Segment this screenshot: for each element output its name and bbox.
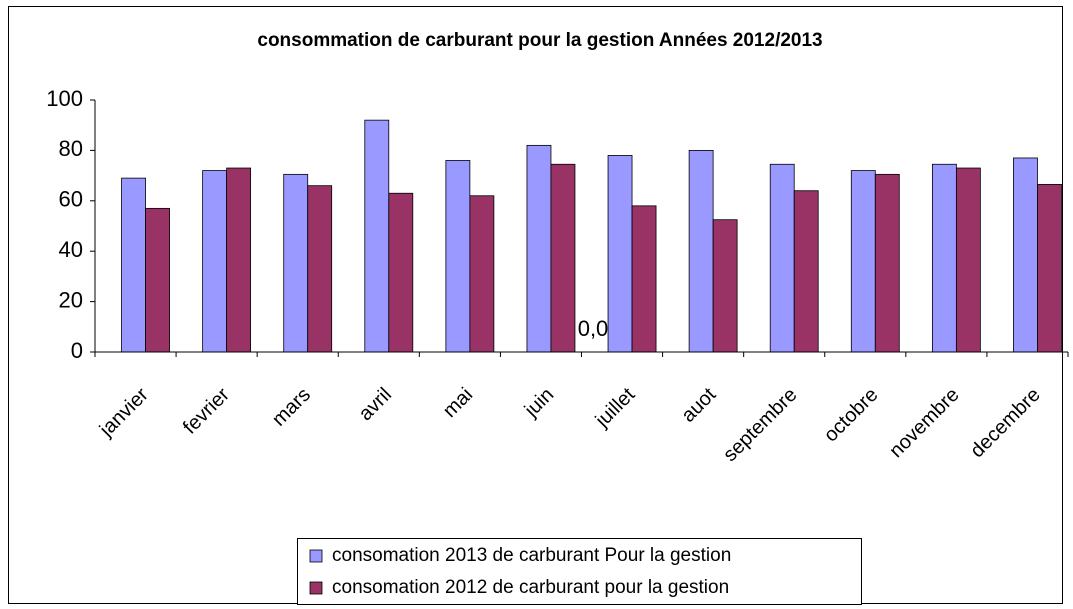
y-tick-label: 100 (46, 86, 83, 111)
bar (550, 163, 576, 353)
bar (145, 207, 170, 353)
legend-box (297, 538, 862, 605)
bar (955, 167, 981, 353)
bar (121, 177, 146, 353)
bar (526, 144, 552, 353)
bar (850, 170, 876, 353)
bar (388, 192, 414, 353)
bar (469, 195, 495, 353)
bar (445, 160, 471, 353)
bar (1013, 157, 1038, 353)
bar (874, 173, 900, 353)
chart-title: consommation de carburant pour la gestio… (257, 30, 822, 51)
bar (769, 163, 795, 353)
bar (793, 190, 819, 353)
bar (307, 185, 333, 353)
y-tick-label: 40 (59, 237, 83, 262)
bar (202, 170, 228, 353)
annotation: 0,0 (578, 316, 609, 341)
legend-swatch (309, 581, 323, 595)
bar (283, 173, 309, 353)
bar (364, 119, 390, 353)
y-tick-label: 0 (71, 338, 83, 363)
y-tick-label: 60 (59, 187, 83, 212)
legend-label: consomation 2012 de carburant pour la ge… (332, 577, 729, 598)
bar (1037, 184, 1062, 353)
bar (607, 155, 633, 353)
y-tick-label: 20 (59, 287, 83, 312)
legend-label: consomation 2013 de carburant Pour la ge… (332, 545, 731, 566)
bar (712, 219, 738, 353)
y-tick-label: 80 (59, 136, 83, 161)
bar (931, 163, 957, 353)
bar (688, 149, 714, 353)
bar (226, 167, 252, 353)
legend-swatch (309, 549, 323, 563)
bar (631, 205, 657, 353)
